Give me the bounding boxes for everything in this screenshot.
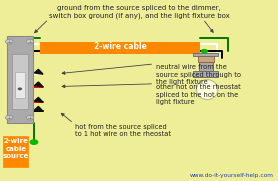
Text: hot from the source spliced
to 1 hot wire on the rheostat: hot from the source spliced to 1 hot wir… [75,124,171,138]
Text: www.do-it-yourself-help.com: www.do-it-yourself-help.com [190,173,274,178]
Circle shape [18,87,22,90]
Bar [193,71,218,77]
Circle shape [6,115,13,120]
Bar [199,62,213,71]
Circle shape [6,39,13,44]
Bar [7,36,33,123]
Text: neutral wire from the
source spliced through to
the light fixture: neutral wire from the source spliced thr… [156,64,241,85]
Circle shape [26,115,34,120]
Text: other hot on the rheostat
spliced to the hot on the
light fixture: other hot on the rheostat spliced to the… [156,84,240,105]
Bar [198,56,214,62]
Polygon shape [34,82,43,87]
Circle shape [26,39,34,44]
Bar [12,54,28,109]
Bar [40,42,200,54]
Bar [15,72,25,98]
Text: 2-wire cable: 2-wire cable [95,42,147,51]
Ellipse shape [197,80,218,100]
Circle shape [201,49,208,54]
Polygon shape [34,97,43,102]
Polygon shape [34,106,43,111]
Text: 2-wire
cable
source: 2-wire cable source [3,138,29,159]
Polygon shape [34,69,43,74]
Bar [3,136,28,167]
Text: ground from the source spliced to the dimmer,
switch box ground (if any), and th: ground from the source spliced to the di… [49,5,229,19]
Circle shape [29,139,38,145]
Bar [193,53,218,56]
